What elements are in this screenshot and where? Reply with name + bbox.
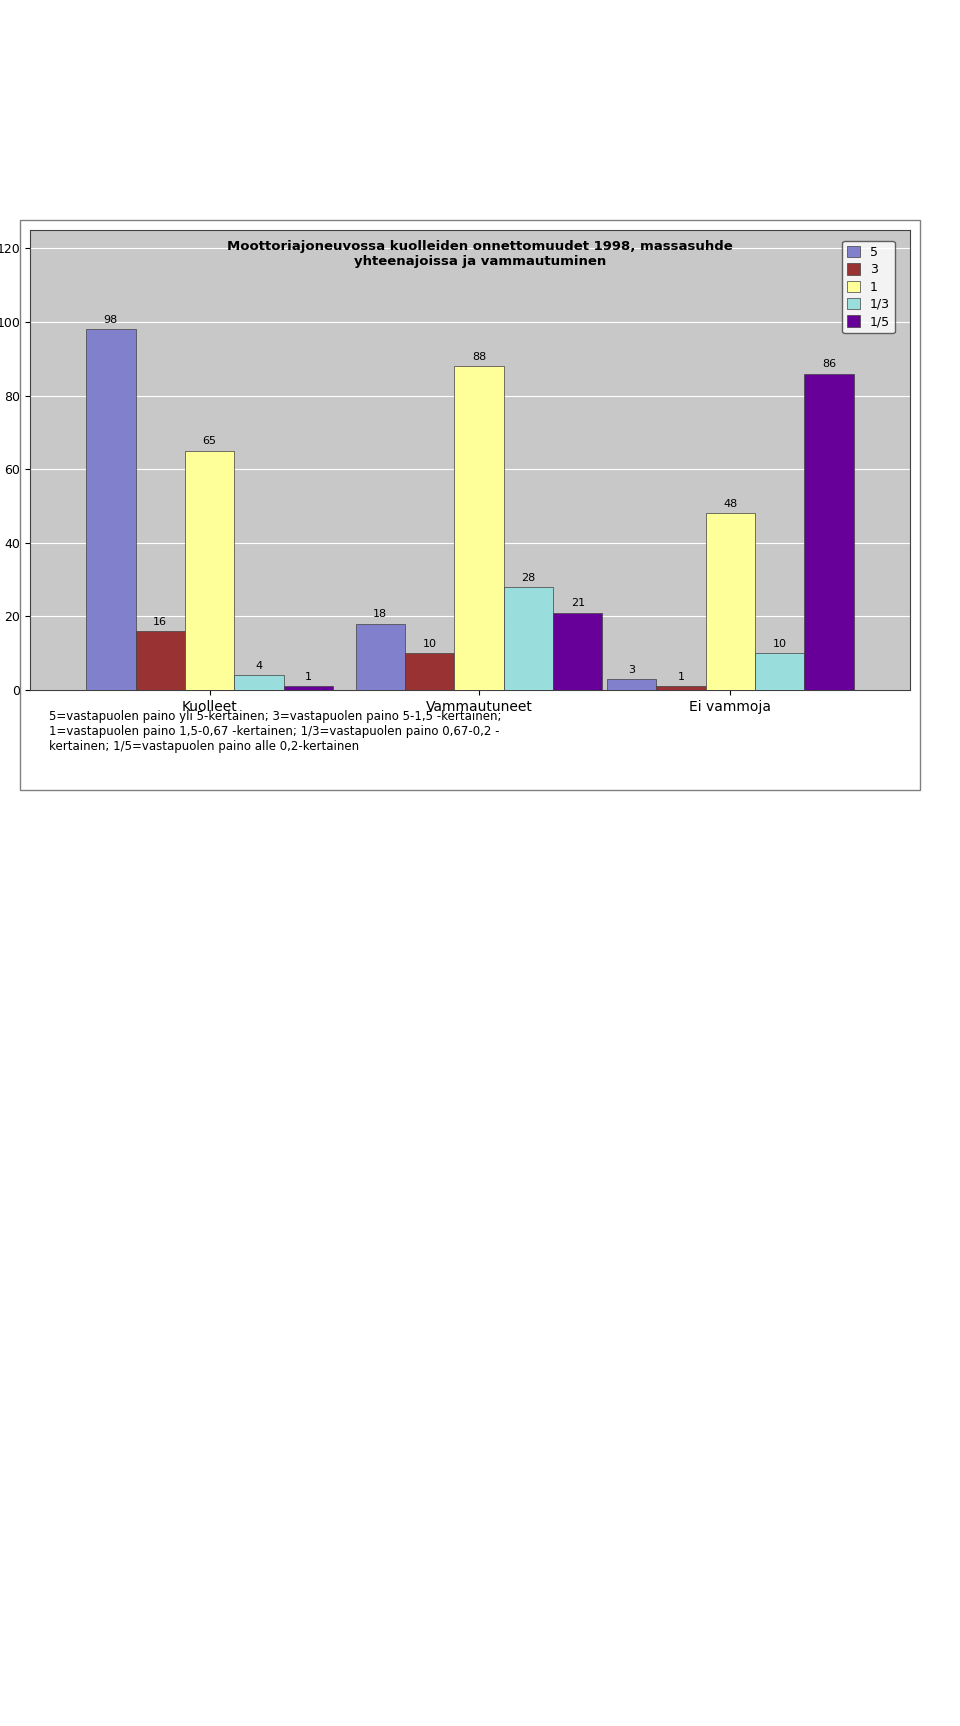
Legend: 5, 3, 1, 1/3, 1/5: 5, 3, 1, 1/3, 1/5 xyxy=(842,242,895,333)
Bar xyxy=(86,330,135,690)
Bar xyxy=(355,623,405,690)
Bar xyxy=(756,652,804,690)
Text: 10: 10 xyxy=(773,639,787,649)
Text: 21: 21 xyxy=(570,599,585,608)
Text: 5=vastapuolen paino yli 5-kertainen; 3=vastapuolen paino 5-1,5 -kertainen;
1=vas: 5=vastapuolen paino yli 5-kertainen; 3=v… xyxy=(49,709,502,753)
Text: 16: 16 xyxy=(154,616,167,627)
Bar xyxy=(607,678,657,690)
Text: 48: 48 xyxy=(723,499,737,509)
Text: 65: 65 xyxy=(203,437,217,447)
Text: 86: 86 xyxy=(822,359,836,369)
Text: 1: 1 xyxy=(678,671,684,682)
Text: 10: 10 xyxy=(422,639,437,649)
Bar xyxy=(657,687,706,690)
Bar xyxy=(234,675,283,690)
Bar xyxy=(706,513,756,690)
Bar xyxy=(283,687,333,690)
Bar xyxy=(454,366,504,690)
Text: 28: 28 xyxy=(521,573,536,583)
Text: 1: 1 xyxy=(305,671,312,682)
Text: 88: 88 xyxy=(472,352,486,362)
Text: Moottoriajoneuvossa kuolleiden onnettomuudet 1998, massasuhde
yhteenajoissa ja v: Moottoriajoneuvossa kuolleiden onnettomu… xyxy=(228,240,732,268)
Text: 18: 18 xyxy=(373,609,387,620)
Bar xyxy=(185,450,234,690)
Bar xyxy=(504,587,553,690)
Bar xyxy=(405,652,454,690)
Text: 98: 98 xyxy=(104,314,118,324)
Text: 4: 4 xyxy=(255,661,262,671)
Bar xyxy=(135,632,185,690)
Text: 3: 3 xyxy=(628,665,636,675)
Bar xyxy=(553,613,603,690)
Bar xyxy=(804,373,853,690)
